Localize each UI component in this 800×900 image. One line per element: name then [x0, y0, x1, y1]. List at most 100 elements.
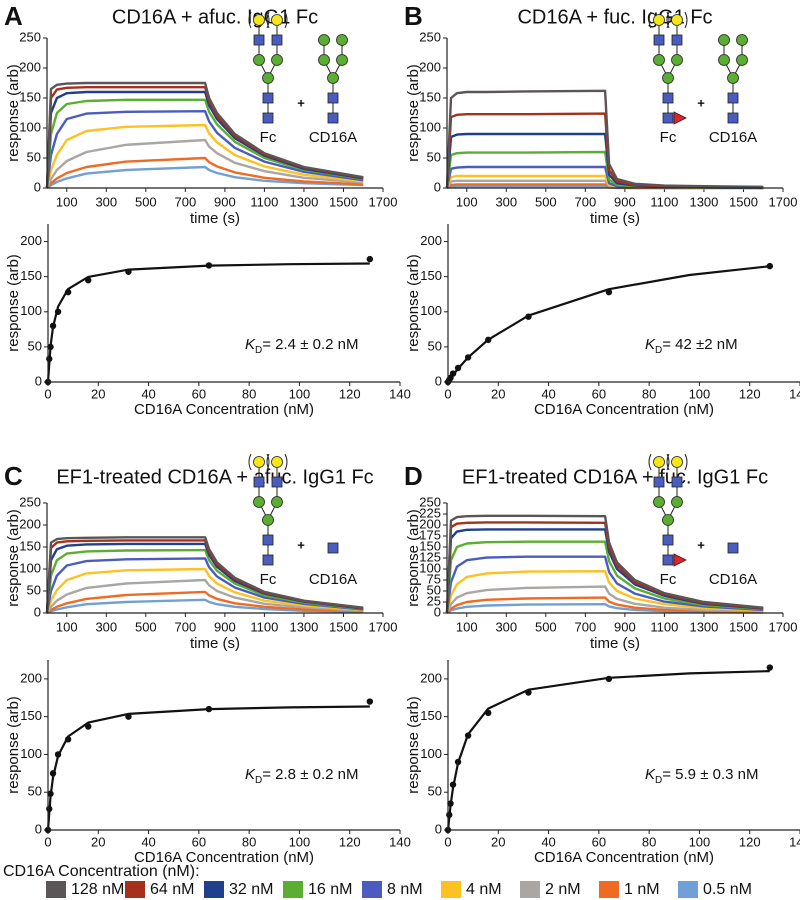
x-tick-label: 700: [175, 194, 197, 209]
glycan-glcnac: [727, 92, 739, 104]
x-tick-label: 1700: [369, 194, 398, 209]
y-tick-label: 125: [419, 549, 441, 564]
y-tick-label: 50: [427, 582, 441, 597]
y-axis-label: response (arb): [5, 64, 22, 162]
x-tick-label: 20: [91, 386, 105, 401]
data-point: [49, 770, 57, 777]
fc-label: Fc: [260, 571, 277, 588]
y-tick-label: 100: [419, 560, 441, 575]
glycan-glcnac: [271, 476, 283, 488]
y-tick-label: 50: [428, 784, 442, 799]
x-tick-label: 100: [289, 834, 311, 849]
x-tick-label: 700: [175, 619, 197, 634]
axis: [446, 503, 783, 614]
data-point: [54, 751, 62, 758]
panel-title: CD16A + afuc. IgG1 Fc: [112, 6, 318, 28]
glycan-glcnac: [727, 112, 739, 124]
x-axis-label: CD16A Concentration (nM): [534, 849, 714, 866]
response-curve: [445, 540, 764, 614]
glycan-sugar: [271, 456, 283, 468]
y-tick-label: 200: [19, 516, 41, 531]
data-point: [54, 308, 62, 315]
glycan-sugar: [327, 72, 339, 84]
fit-curve: [46, 705, 370, 831]
panel-letter: A: [4, 1, 23, 31]
x-tick-label: 120: [339, 834, 361, 849]
x-tick-label: 900: [614, 619, 636, 634]
x-tick-label: 60: [192, 834, 206, 849]
response-curve: [45, 138, 364, 189]
glycan-paren: [666, 11, 688, 29]
x-tick-label: 300: [495, 194, 517, 209]
x-tick-label: 20: [91, 834, 105, 849]
y-tick-label: 175: [419, 527, 441, 542]
legend-label: 16 nM: [308, 881, 352, 898]
glycan-paren: [248, 11, 270, 29]
data-point: [46, 805, 53, 813]
x-tick-label: 300: [95, 619, 117, 634]
panel-letter: B: [404, 1, 423, 31]
glycan-sugar: [271, 54, 283, 66]
y-tick-label: 100: [20, 303, 42, 318]
x-tick-label: 120: [739, 386, 761, 401]
panel-title: EF1-treated CD16A + afuc. IgG1 Fc: [56, 466, 373, 488]
glycan-fucose: [673, 111, 687, 125]
glycan-sugar: [253, 496, 265, 508]
data-point: [485, 709, 492, 717]
y-tick-label: 200: [420, 233, 442, 248]
x-tick-label: 0: [44, 834, 51, 849]
plus-sign: +: [697, 95, 705, 110]
glycan-glcnac: [327, 92, 339, 104]
glycan-paren: [266, 453, 288, 471]
response-curve: [46, 598, 364, 615]
glycan-sugar: [262, 514, 274, 526]
response-curve: [46, 156, 364, 189]
glycan-sugar: [253, 14, 265, 26]
axis: [447, 660, 800, 831]
kd-symbol: K: [645, 336, 656, 353]
legend-swatch: [599, 881, 619, 898]
y-tick-label: 0: [434, 604, 441, 619]
glycan-sugar: [653, 496, 665, 508]
kd-annotation: KD= 2.8 ± 0.2 nM: [245, 766, 358, 786]
x-tick-label: 60: [192, 386, 206, 401]
data-point: [47, 343, 54, 351]
x-tick-label: 300: [495, 619, 517, 634]
x-axis-label: time (s): [190, 210, 240, 227]
data-point: [366, 698, 374, 705]
response-curve: [445, 514, 764, 614]
glycan-sugar: [671, 496, 683, 508]
y-tick-label: 150: [19, 538, 41, 553]
y-tick-label: 150: [420, 708, 442, 723]
x-tick-label: 1500: [329, 619, 358, 634]
x-tick-label: 80: [642, 834, 656, 849]
kd-value: = 5.9 ± 0.3 nM: [662, 766, 758, 783]
panel-title: EF1-treated CD16A + fuc. IgG1 Fc: [462, 466, 768, 488]
response-curve: [45, 123, 364, 189]
fc-label: Fc: [660, 571, 677, 588]
x-tick-label: 20: [491, 834, 505, 849]
y-tick-label: 250: [19, 29, 41, 44]
fit-curve: [447, 265, 770, 383]
data-point: [766, 664, 774, 671]
axis: [446, 38, 783, 189]
x-tick-label: 0: [444, 834, 451, 849]
data-point: [64, 288, 72, 296]
legend-swatch: [283, 881, 303, 898]
x-tick-label: 100: [56, 194, 78, 209]
glycan-sugar: [671, 456, 683, 468]
response-curve: [45, 98, 364, 189]
fc-label: Fc: [660, 129, 677, 146]
x-tick-label: 40: [541, 386, 555, 401]
glycan-glcnac: [662, 554, 674, 566]
x-tick-label: 1100: [650, 619, 678, 634]
legend-label: 32 nM: [229, 881, 273, 898]
x-tick-label: 1300: [689, 619, 718, 634]
response-curve: [45, 567, 364, 614]
axis: [47, 660, 400, 831]
y-tick-label: 100: [20, 746, 42, 761]
plus-sign: +: [297, 95, 305, 110]
x-tick-label: 1100: [250, 194, 278, 209]
y-tick-label: 200: [20, 233, 42, 248]
